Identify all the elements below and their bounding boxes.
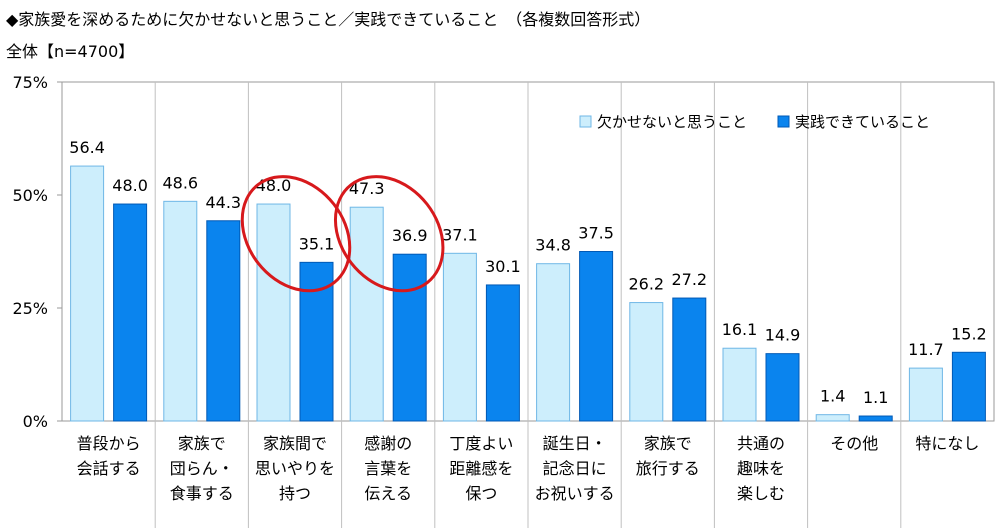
bar-essential-value-label: 26.2 — [628, 275, 664, 294]
bar-essential — [908, 367, 943, 422]
bar-essential-value-label: 56.4 — [69, 138, 105, 157]
bar-practiced — [765, 353, 800, 422]
category-label: 食事する — [170, 484, 234, 503]
legend-swatch-essential — [579, 115, 592, 128]
bar-essential — [256, 203, 291, 422]
legend-swatch-practiced — [777, 115, 790, 128]
bar-essential-value-label: 1.4 — [820, 387, 845, 406]
category-label: 団らん・ — [170, 459, 234, 478]
category-label: 会話する — [77, 459, 141, 478]
category-label: 保つ — [465, 484, 497, 503]
category-label: 思いやりを — [255, 459, 335, 478]
y-tick-label: 75% — [12, 73, 48, 92]
bar-essential — [536, 263, 571, 422]
y-tick-label: 25% — [12, 299, 48, 318]
bar-essential — [163, 200, 198, 422]
bar-practiced — [299, 261, 334, 422]
bar-practiced-value-label: 48.0 — [112, 176, 148, 195]
y-tick-label: 50% — [12, 186, 48, 205]
category-label: 共通の — [737, 434, 785, 453]
bar-essential-value-label: 16.1 — [722, 320, 758, 339]
bar-practiced — [579, 251, 614, 422]
bar-practiced-value-label: 37.5 — [578, 224, 614, 243]
category-label: 家族間で — [263, 434, 327, 453]
category-label: 言葉を — [364, 459, 412, 478]
bar-essential-value-label: 11.7 — [908, 340, 944, 359]
bar-practiced-value-label: 27.2 — [671, 270, 707, 289]
category-label: 旅行する — [636, 459, 700, 478]
bar-essential — [70, 165, 105, 422]
bar-essential — [815, 414, 850, 422]
bar-practiced-value-label: 35.1 — [299, 234, 335, 253]
category-label: 誕生日・ — [543, 434, 607, 453]
category-label: 楽しむ — [737, 484, 785, 503]
legend-label-practiced: 実践できていること — [795, 113, 930, 131]
category-label: 趣味を — [737, 459, 785, 478]
bar-practiced-value-label: 44.3 — [205, 193, 241, 212]
bar-practiced — [392, 253, 427, 422]
category-label: 距離感を — [449, 459, 513, 478]
bar-essential-value-label: 37.1 — [442, 225, 478, 244]
bar-practiced — [206, 220, 241, 422]
bar-practiced — [113, 203, 148, 422]
bar-practiced-value-label: 15.2 — [951, 324, 987, 343]
bar-practiced-value-label: 30.1 — [485, 257, 521, 276]
highlight-circle — [333, 175, 445, 293]
bar-essential-value-label: 47.3 — [349, 179, 385, 198]
bar-essential-value-label: 48.6 — [162, 173, 198, 192]
bar-practiced — [672, 297, 707, 422]
category-label: 伝える — [364, 484, 412, 503]
sample-size-label: 全体【n=4700】 — [6, 42, 135, 61]
legend-label-essential: 欠かせないと思うこと — [597, 113, 747, 131]
bar-essential — [629, 302, 664, 422]
chart-title: ◆家族愛を深めるために欠かせないと思うこと／実践できていること （各複数回答形式… — [6, 10, 651, 29]
category-label: 持つ — [279, 484, 311, 503]
category-label: 記念日に — [543, 459, 607, 478]
category-label: 普段から — [77, 434, 141, 453]
bar-practiced — [485, 284, 520, 422]
category-label: 特になし — [915, 434, 979, 453]
bar-practiced-value-label: 14.9 — [765, 326, 801, 345]
category-label: その他 — [830, 434, 878, 453]
highlight-circle — [240, 175, 352, 293]
bar-practiced-value-label: 1.1 — [863, 388, 888, 407]
category-label: 家族で — [644, 434, 692, 453]
bar-essential-value-label: 34.8 — [535, 236, 571, 255]
category-label: 家族で — [178, 434, 226, 453]
bar-essential — [349, 206, 384, 422]
bar-practiced — [951, 351, 986, 422]
bar-practiced-value-label: 36.9 — [392, 226, 428, 245]
category-label: お祝いする — [535, 484, 615, 503]
bar-practiced — [858, 415, 893, 422]
category-label: 丁度よい — [449, 434, 513, 453]
y-tick-label: 0% — [23, 412, 48, 431]
bar-essential — [442, 252, 477, 422]
category-label: 感謝の — [364, 434, 412, 453]
bar-essential — [722, 347, 757, 422]
